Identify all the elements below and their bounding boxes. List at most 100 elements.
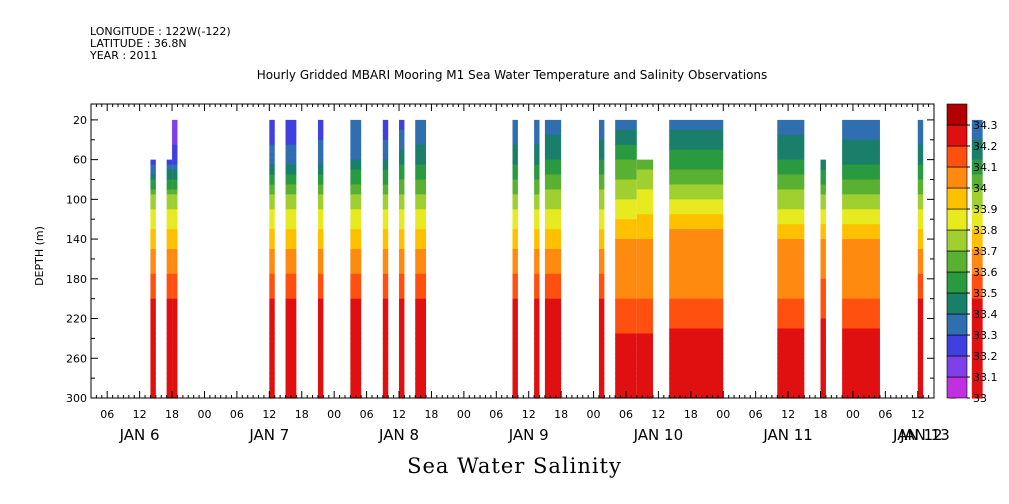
data-cell bbox=[615, 383, 637, 389]
data-cell bbox=[285, 134, 297, 141]
data-cell bbox=[285, 263, 297, 270]
data-cell bbox=[285, 174, 297, 181]
data-cell bbox=[415, 353, 427, 359]
data-cell bbox=[598, 263, 605, 270]
data-cell bbox=[917, 174, 924, 181]
data-cell bbox=[382, 303, 389, 310]
data-cell bbox=[615, 194, 637, 200]
data-cell bbox=[777, 124, 805, 131]
data-cell bbox=[598, 224, 605, 230]
data-cell bbox=[971, 149, 983, 156]
data-cell bbox=[172, 244, 178, 250]
data-cell bbox=[544, 253, 562, 260]
data-cell bbox=[820, 239, 826, 245]
data-cell bbox=[512, 278, 518, 285]
data-cell bbox=[415, 258, 427, 265]
y-tick-label: 300 bbox=[66, 392, 87, 405]
data-cell bbox=[917, 169, 924, 176]
data-segment bbox=[512, 119, 518, 399]
data-cell bbox=[512, 154, 518, 161]
data-cell bbox=[399, 134, 405, 141]
colorbar-swatch bbox=[946, 208, 968, 231]
data-cell bbox=[172, 209, 178, 215]
data-cell bbox=[512, 119, 518, 126]
data-cell bbox=[842, 169, 880, 176]
data-cell bbox=[512, 249, 518, 255]
data-cell bbox=[820, 308, 826, 315]
data-cell bbox=[544, 229, 562, 235]
data-cell bbox=[615, 353, 637, 359]
data-cell bbox=[917, 164, 924, 171]
data-cell bbox=[350, 229, 362, 235]
data-cell bbox=[382, 358, 389, 364]
data-cell bbox=[534, 388, 540, 394]
data-cell bbox=[971, 318, 983, 325]
data-cell bbox=[285, 288, 297, 295]
data-cell bbox=[842, 204, 880, 210]
data-cell bbox=[971, 338, 983, 344]
x-hour-label: 00 bbox=[846, 408, 860, 421]
data-cell bbox=[820, 179, 826, 186]
data-cell bbox=[172, 129, 178, 136]
data-cell bbox=[415, 199, 427, 205]
data-cell bbox=[777, 169, 805, 176]
x-day-label: JAN 10 bbox=[633, 426, 684, 444]
data-cell bbox=[917, 263, 924, 270]
data-cell bbox=[615, 363, 637, 369]
data-cell bbox=[971, 348, 983, 354]
data-cell bbox=[166, 209, 173, 215]
data-cell bbox=[615, 348, 637, 354]
data-cell bbox=[399, 249, 405, 255]
longitude-label: LONGITUDE : 122W(-122) bbox=[90, 25, 231, 38]
data-cell bbox=[317, 333, 324, 340]
data-cell bbox=[842, 229, 880, 235]
data-cell bbox=[971, 244, 983, 250]
colorbar-swatch bbox=[946, 355, 968, 378]
data-cell bbox=[842, 239, 880, 245]
colorbar-label: 33.7 bbox=[973, 245, 998, 258]
data-cell bbox=[399, 308, 405, 315]
data-cell bbox=[415, 249, 427, 255]
data-cell bbox=[842, 129, 880, 136]
data-cell bbox=[317, 154, 324, 161]
data-cell bbox=[317, 169, 324, 176]
data-cell bbox=[350, 124, 362, 131]
data-cell bbox=[350, 373, 362, 379]
data-cell bbox=[669, 224, 724, 230]
data-cell bbox=[615, 224, 637, 230]
data-cell bbox=[615, 174, 637, 181]
data-cell bbox=[285, 338, 297, 344]
data-cell bbox=[350, 209, 362, 215]
data-cell bbox=[172, 249, 178, 255]
data-cell bbox=[544, 313, 562, 320]
data-cell bbox=[382, 184, 389, 191]
data-cell bbox=[777, 348, 805, 354]
data-cell bbox=[971, 323, 983, 330]
data-cell bbox=[917, 253, 924, 260]
data-cell bbox=[777, 134, 805, 141]
data-cell bbox=[317, 253, 324, 260]
data-cell bbox=[399, 194, 405, 200]
data-segment bbox=[317, 119, 324, 399]
data-cell bbox=[415, 119, 427, 126]
data-cell bbox=[820, 174, 826, 181]
data-cell bbox=[350, 298, 362, 305]
data-cell bbox=[415, 154, 427, 161]
data-segment bbox=[820, 159, 826, 399]
data-cell bbox=[512, 328, 518, 335]
data-cell bbox=[317, 313, 324, 320]
data-cell bbox=[350, 308, 362, 315]
data-cell bbox=[534, 239, 540, 245]
data-cell bbox=[636, 343, 653, 349]
data-cell bbox=[636, 383, 653, 389]
data-cell bbox=[669, 373, 724, 379]
data-cell bbox=[317, 343, 324, 349]
data-cell bbox=[669, 169, 724, 176]
data-cell bbox=[971, 214, 983, 220]
data-cell bbox=[317, 393, 324, 399]
data-cell bbox=[415, 164, 427, 171]
data-cell bbox=[598, 244, 605, 250]
data-cell bbox=[172, 239, 178, 245]
data-cell bbox=[917, 293, 924, 300]
data-cell bbox=[842, 134, 880, 141]
